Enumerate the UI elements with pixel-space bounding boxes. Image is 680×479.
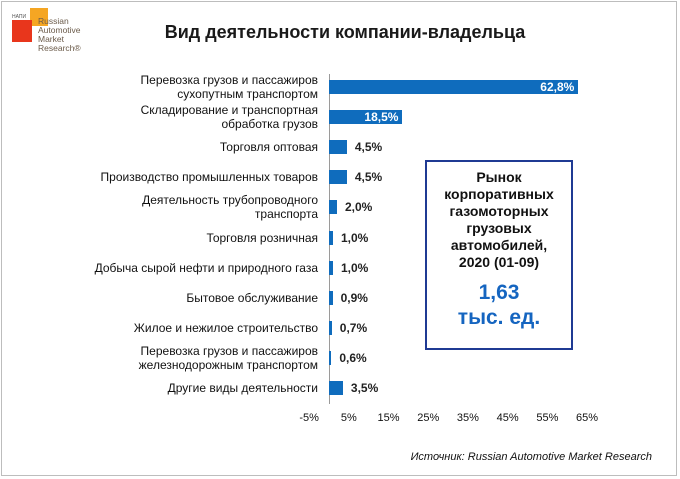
- bar: [329, 260, 333, 275]
- category-label-line: Добыча сырой нефти и природного газа: [94, 260, 318, 275]
- bar-value-label: 2,0%: [344, 200, 373, 215]
- category-label: Жилое и нежилое строительство: [18, 321, 318, 335]
- logo-small-text: НАПИ: [12, 14, 27, 20]
- bar: [329, 170, 347, 185]
- category-label: Другие виды деятельности: [18, 381, 318, 395]
- category-label-line: сухопутным транспортом: [177, 87, 318, 101]
- bar-value-label: 4,5%: [354, 170, 383, 185]
- callout-value: 1,63: [478, 281, 520, 304]
- category-label-line: Производство промышленных товаров: [100, 170, 318, 185]
- category-label-line: Жилое и нежилое строительство: [133, 320, 318, 335]
- x-tick-label: 25%: [417, 412, 440, 424]
- x-tick-label: 65%: [576, 412, 599, 424]
- bar: [329, 80, 579, 94]
- bar-value-label: 0,7%: [339, 320, 368, 335]
- callout-line: грузовых: [466, 220, 532, 236]
- category-label: Перевозка грузов и пассажиров сухопутным …: [18, 73, 318, 101]
- bar-value-label: 1,0%: [340, 260, 369, 275]
- bar-value-label: 18,5%: [364, 110, 399, 125]
- category-label: Бытовое обслуживание: [18, 291, 318, 305]
- callout-line: корпоративных: [444, 186, 554, 202]
- category-label-line: обработка грузов: [221, 117, 318, 132]
- bar-value-label: 3,5%: [350, 381, 379, 395]
- category-label-line: Перевозка грузов и пассажиров: [140, 343, 318, 358]
- bar: [329, 350, 332, 365]
- logo-red-square: [12, 20, 32, 42]
- bar: [329, 140, 347, 155]
- category-label: Добыча сырой нефти и природного газа: [18, 261, 318, 275]
- bar-value-label: 62,8%: [540, 80, 575, 94]
- bar: [329, 290, 333, 305]
- x-tick-label: 15%: [377, 412, 400, 424]
- x-tick-label: -5%: [299, 412, 319, 424]
- callout-line: газомоторных: [449, 203, 549, 219]
- logo-brand-line: Russian: [38, 16, 69, 26]
- callout-line: Рынок: [476, 169, 522, 185]
- category-label-line: железнодорожным транспортом: [138, 357, 318, 372]
- logo-brand-line: Research®: [38, 43, 81, 53]
- category-label: Перевозка грузов и пассажиров железнодоро…: [18, 344, 318, 372]
- callout-unit: тыс. ед.: [457, 306, 541, 329]
- category-label: Производство промышленных товаров: [18, 170, 318, 184]
- bar: [329, 110, 403, 125]
- callout-line: автомобилей,: [450, 237, 548, 253]
- category-label-line: Торговля оптовая: [219, 140, 318, 155]
- bar: [329, 230, 333, 245]
- x-tick-label: 5%: [340, 412, 357, 424]
- source-note: Источник: Russian Automotive Market Rese…: [410, 451, 652, 463]
- x-tick-label: 45%: [496, 412, 519, 424]
- logo-brand-line: Market: [38, 34, 64, 44]
- market-callout-box: Рынок корпоративных газомоторных грузовы…: [425, 160, 573, 350]
- category-label: Торговля оптовая: [18, 140, 318, 154]
- category-label-line: Торговля розничная: [206, 230, 318, 245]
- x-tick-label: 35%: [456, 412, 479, 424]
- logo-brand-text: Russian Automotive Market Research®: [38, 17, 81, 53]
- category-label-line: Бытовое обслуживание: [186, 290, 318, 305]
- category-label-line: Деятельность трубопроводного: [142, 193, 318, 208]
- category-label: Торговля розничная: [18, 231, 318, 245]
- bar-value-label: 0,9%: [340, 290, 368, 305]
- logo-orange-square: [30, 8, 48, 26]
- logo-brand-line: Automotive: [38, 25, 81, 35]
- category-label-line: Другие виды деятельности: [167, 381, 318, 395]
- category-label: Складирование и транспортная обработка гр…: [18, 103, 318, 131]
- bar: [329, 320, 332, 335]
- company-logo: НАПИ Russian Automotive Market Research®: [6, 6, 96, 60]
- chart-title: Вид деятельности компании-владельца: [164, 22, 526, 42]
- bar: [329, 381, 343, 395]
- category-label-line: транспорта: [254, 207, 318, 222]
- bar-value-label: 0,6%: [339, 350, 367, 365]
- bar-value-label: 4,5%: [354, 140, 383, 155]
- x-tick-label: 55%: [536, 412, 559, 424]
- callout-line: 2020 (01-09): [458, 254, 540, 270]
- category-label: Деятельность трубопроводного транспорта: [18, 193, 318, 221]
- category-label-line: Складирование и транспортная: [140, 103, 318, 118]
- bar-value-label: 1,0%: [340, 230, 369, 245]
- callout-text: Рынок корпоративных газомоторных грузовы…: [427, 169, 571, 271]
- bar: [329, 200, 337, 215]
- category-label-line: Перевозка грузов и пассажиров: [140, 73, 318, 87]
